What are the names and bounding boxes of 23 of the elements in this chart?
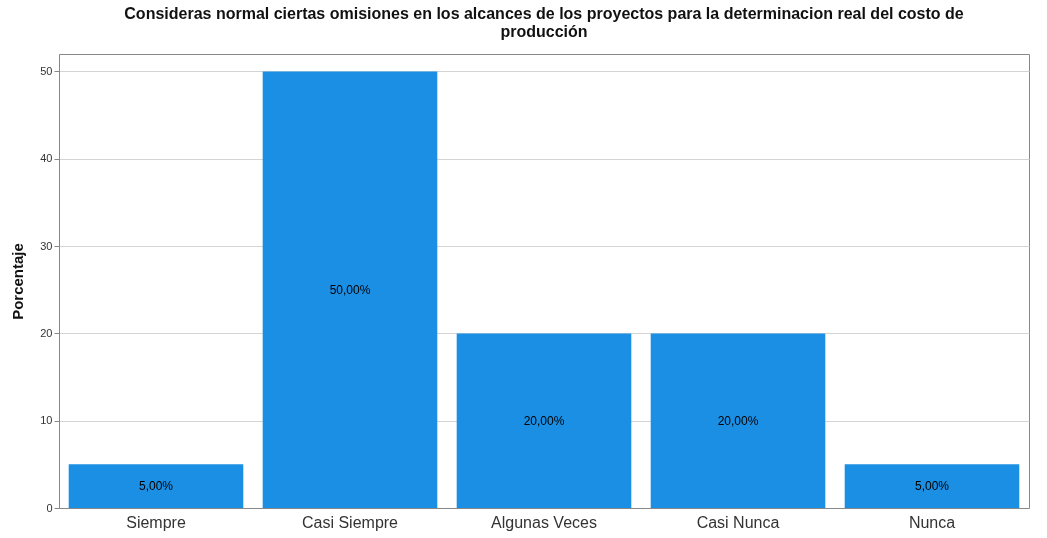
chart-title: Consideras normal ciertas omisiones en los alcances de los proyectos para la determinacion real del costo de producción xyxy=(124,5,964,40)
bar xyxy=(650,333,826,508)
y-tick-label: 0 xyxy=(46,501,53,514)
data-label: 20,00% xyxy=(717,413,759,428)
data-label: 20,00% xyxy=(523,413,565,428)
bar xyxy=(456,333,632,508)
x-tick-label: Algunas Veces xyxy=(491,513,597,531)
data-label: 5,00% xyxy=(138,479,174,494)
x-tick-label: Nunca xyxy=(908,513,956,531)
data-label: 5,00% xyxy=(914,479,950,494)
y-tick-label: 40 xyxy=(40,152,53,165)
data-label: 50,00% xyxy=(329,282,371,297)
bar xyxy=(844,464,1020,508)
y-tick-label: 50 xyxy=(40,64,53,77)
x-tick-label: Siempre xyxy=(126,513,186,531)
bar xyxy=(68,464,244,508)
y-tick-label: 10 xyxy=(40,414,53,427)
x-tick-label: Casi Siempre xyxy=(301,513,399,531)
y-axis-title: Porcentaje xyxy=(9,243,27,320)
y-tick-label: 30 xyxy=(40,239,53,252)
bar xyxy=(262,71,438,508)
x-tick-label: Casi Nunca xyxy=(696,513,780,531)
y-tick-label: 20 xyxy=(40,326,53,339)
